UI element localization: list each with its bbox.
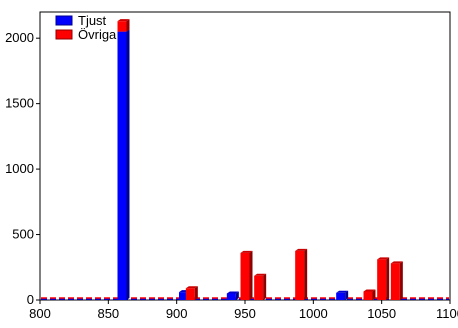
x-tick-label: 900	[166, 306, 188, 321]
bar-face	[390, 263, 400, 300]
legend-swatch-tjust	[55, 15, 73, 26]
bar-face	[185, 288, 195, 300]
legend-label: Tjust	[78, 13, 107, 28]
legend-swatch-övriga	[55, 29, 73, 40]
bar-face	[226, 293, 236, 300]
bar-face	[336, 292, 346, 300]
bar-face	[254, 275, 264, 300]
bar-face	[363, 291, 373, 300]
bar-top	[390, 261, 403, 264]
bar-side	[399, 261, 403, 300]
bar-face	[117, 31, 127, 301]
x-tick-label: 800	[29, 306, 51, 321]
y-tick-label: 1500	[5, 96, 34, 111]
bar	[254, 273, 267, 300]
bar-side	[235, 291, 239, 300]
bar	[240, 250, 253, 300]
bar-side	[263, 273, 267, 300]
y-tick-label: 0	[27, 292, 34, 307]
bar-top	[363, 289, 376, 292]
bar	[295, 248, 308, 300]
bar	[390, 261, 403, 300]
bar	[363, 289, 376, 300]
bar-top	[240, 250, 253, 253]
x-tick-label: 850	[97, 306, 119, 321]
bar-face	[117, 21, 127, 32]
bar	[185, 286, 198, 300]
bars	[117, 19, 403, 301]
bar-top	[336, 290, 349, 293]
bar-side	[194, 286, 198, 300]
bar	[117, 19, 130, 32]
bar-side	[126, 19, 130, 32]
bar-face	[295, 250, 305, 300]
bar-face	[377, 259, 387, 300]
bar-side	[372, 289, 376, 300]
bar	[226, 291, 239, 300]
x-tick-label: 1050	[367, 306, 396, 321]
x-tick-label: 1000	[299, 306, 328, 321]
bar	[117, 29, 130, 301]
x-tick-label: 950	[234, 306, 256, 321]
bar-top	[377, 257, 390, 260]
legend-label: Övriga	[78, 27, 117, 42]
bar-side	[386, 257, 390, 300]
bar-top	[185, 286, 198, 289]
y-tick-label: 500	[12, 227, 34, 242]
bar-side	[126, 29, 130, 301]
bar-top	[226, 291, 239, 294]
bar-face	[179, 292, 188, 300]
bar	[377, 257, 390, 300]
bar-top	[295, 248, 308, 251]
y-tick-label: 2000	[5, 30, 34, 45]
bar-top	[117, 19, 130, 22]
bar-side	[249, 250, 253, 300]
bar-side	[345, 290, 349, 300]
bar	[336, 290, 349, 300]
bar-top	[254, 273, 267, 276]
bar-side	[304, 248, 308, 300]
bar-face	[240, 252, 250, 300]
y-tick-label: 1000	[5, 161, 34, 176]
